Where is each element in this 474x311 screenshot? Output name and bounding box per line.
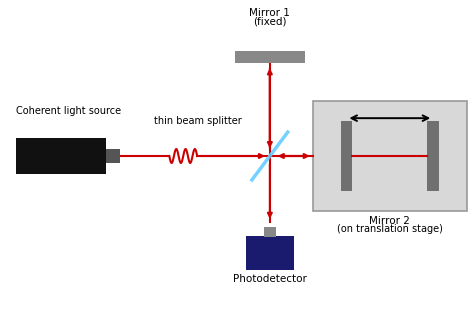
Bar <box>340 121 353 191</box>
Text: Photodetector: Photodetector <box>233 275 307 285</box>
Text: (on translation stage): (on translation stage) <box>337 224 443 234</box>
Bar <box>246 236 294 271</box>
Bar <box>264 227 276 237</box>
Text: Coherent light source: Coherent light source <box>16 106 121 116</box>
Bar <box>16 138 106 174</box>
Bar <box>313 101 467 211</box>
Bar <box>427 121 439 191</box>
Bar <box>106 149 119 163</box>
Text: (fixed): (fixed) <box>253 16 287 27</box>
Text: Mirror 1: Mirror 1 <box>249 8 290 18</box>
Text: Mirror 2: Mirror 2 <box>369 216 410 226</box>
Bar <box>235 51 305 63</box>
Text: thin beam splitter: thin beam splitter <box>154 116 242 126</box>
